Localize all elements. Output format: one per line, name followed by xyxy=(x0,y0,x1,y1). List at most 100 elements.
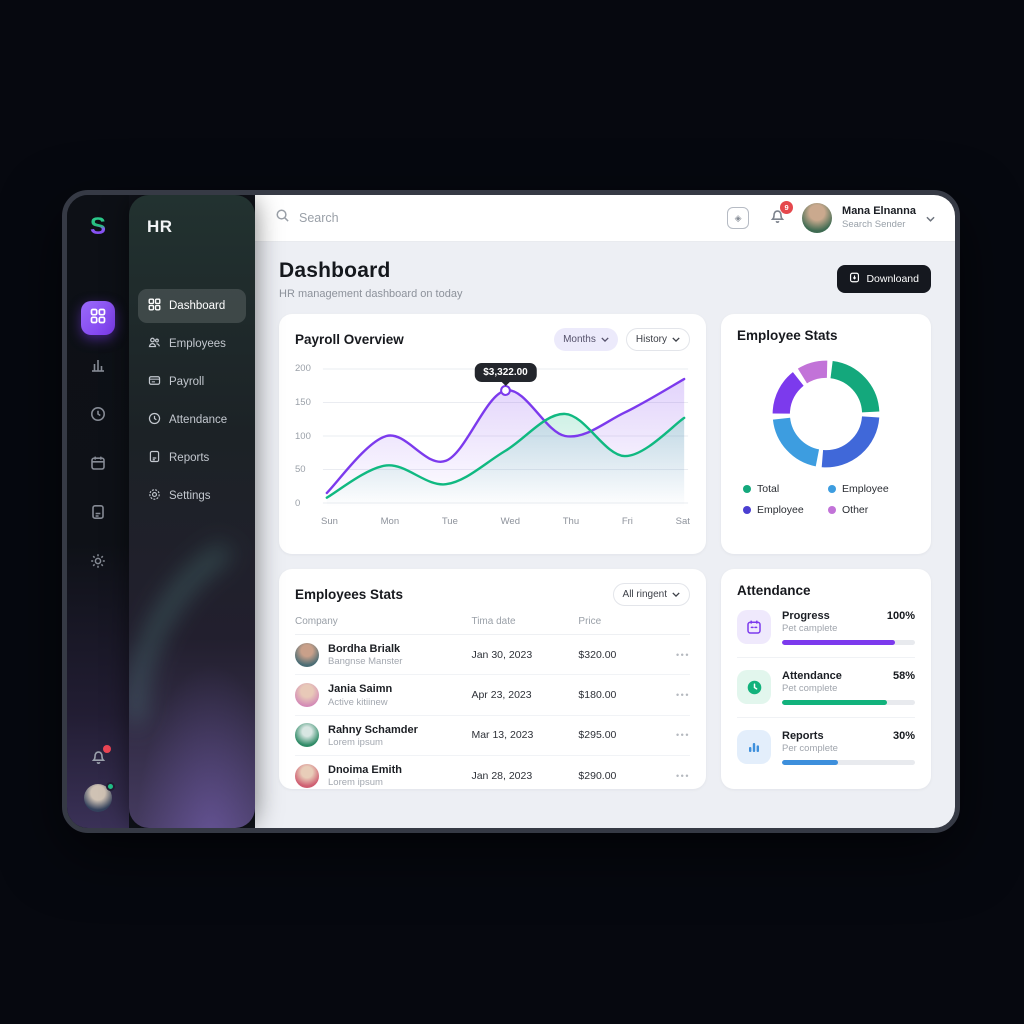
row-actions-button[interactable]: ••• xyxy=(664,730,690,740)
column-time-date: Tima date xyxy=(471,616,578,627)
row-date: Mar 13, 2023 xyxy=(471,729,578,741)
legend-item: Total xyxy=(743,483,824,495)
calendar-icon xyxy=(90,455,106,476)
file-icon xyxy=(148,450,161,466)
legend-dot xyxy=(743,485,751,493)
topbar: ◈ 9 Mana Elnanna Search Sender xyxy=(255,195,955,242)
column-price: Price xyxy=(578,616,664,627)
calendar-icon xyxy=(737,610,771,644)
row-price: $290.00 xyxy=(578,770,664,782)
sidebar-item-settings[interactable]: Settings xyxy=(138,479,246,513)
download-icon xyxy=(849,272,860,286)
app-window: S xyxy=(62,190,960,833)
download-label: Downloand xyxy=(866,273,919,285)
employee-role: Lorem ipsum xyxy=(328,737,418,748)
sidebar-item-label: Attendance xyxy=(169,414,227,426)
employee-name: Dnoima Emith xyxy=(328,763,402,777)
notifications-bell-icon[interactable]: 9 xyxy=(769,207,786,229)
sidebar-item-label: Payroll xyxy=(169,376,204,388)
user-avatar[interactable] xyxy=(802,203,832,233)
rail-notifications-bell-icon[interactable] xyxy=(90,748,107,770)
gear-icon xyxy=(148,488,161,504)
row-price: $320.00 xyxy=(578,649,664,661)
sidebar-item-reports[interactable]: Reports xyxy=(138,441,246,475)
payroll-chart: $3,322.00 200150100500 xyxy=(295,363,690,509)
history-dropdown-label: History xyxy=(636,334,667,345)
sidebar-item-label: Settings xyxy=(169,490,211,502)
months-dropdown[interactable]: Months xyxy=(554,328,618,351)
legend-item: Employee xyxy=(743,504,824,516)
column-company: Company xyxy=(295,616,471,627)
sidebar-item-dashboard[interactable]: Dashboard xyxy=(138,289,246,323)
legend-item: Employee xyxy=(828,483,909,495)
sidebar-item-attendance[interactable]: Attendance xyxy=(138,403,246,437)
rail-user-avatar[interactable] xyxy=(84,784,112,812)
user-subtitle: Search Sender xyxy=(842,219,916,231)
progress-bar xyxy=(782,640,915,645)
legend-label: Other xyxy=(842,504,868,516)
avatar xyxy=(295,764,319,788)
document-icon xyxy=(90,504,106,525)
employee-stats-card: Employee Stats Total Employee Employee O… xyxy=(721,314,931,554)
rail-item-time[interactable] xyxy=(81,399,115,433)
employee-role: Bangnse Manster xyxy=(328,656,402,667)
progress-label: Reports xyxy=(782,730,824,742)
rail-item-analytics[interactable] xyxy=(81,350,115,384)
clock-icon xyxy=(90,406,106,427)
progress-bar xyxy=(782,760,915,765)
gear-icon xyxy=(90,553,106,574)
employees-table-title: Employees Stats xyxy=(295,587,403,602)
people-icon xyxy=(148,336,161,352)
clock-icon xyxy=(148,412,161,428)
sidebar-title: HR xyxy=(129,195,255,237)
rail-item-documents[interactable] xyxy=(81,497,115,531)
search-input[interactable] xyxy=(299,211,519,225)
history-dropdown[interactable]: History xyxy=(626,328,690,351)
online-status-dot xyxy=(106,782,115,791)
row-actions-button[interactable]: ••• xyxy=(664,690,690,700)
sidebar-item-label: Employees xyxy=(169,338,226,350)
row-actions-button[interactable]: ••• xyxy=(664,771,690,781)
payroll-card-title: Payroll Overview xyxy=(295,332,404,347)
chevron-down-icon[interactable] xyxy=(926,209,935,227)
table-filter-dropdown[interactable]: All ringent xyxy=(613,583,690,606)
widget-icon[interactable]: ◈ xyxy=(727,207,749,229)
avatar xyxy=(295,643,319,667)
rail-item-dashboard[interactable] xyxy=(81,301,115,335)
sidebar-item-payroll[interactable]: Payroll xyxy=(138,365,246,399)
chevron-down-icon xyxy=(601,334,609,345)
progress-bar xyxy=(782,700,915,705)
table-header-row: Company Tima date Price xyxy=(295,606,690,635)
progress-sub: Per complete xyxy=(782,743,915,754)
row-date: Jan 28, 2023 xyxy=(471,770,578,782)
icon-rail: S xyxy=(67,195,129,828)
avatar xyxy=(295,723,319,747)
search-icon xyxy=(275,208,290,228)
table-row: Bordha Brialk Bangnse Manster Jan 30, 20… xyxy=(295,635,690,675)
progress-sub: Pet camplete xyxy=(782,623,915,634)
employee-stats-donut xyxy=(765,353,887,475)
download-button[interactable]: Downloand xyxy=(837,265,931,293)
legend-dot xyxy=(828,485,836,493)
user-name: Mana Elnanna xyxy=(842,205,916,219)
progress-label: Progress xyxy=(782,610,830,622)
rail-nav xyxy=(81,301,115,580)
user-info: Mana Elnanna Search Sender xyxy=(842,205,916,231)
legend-dot xyxy=(828,506,836,514)
notification-dot xyxy=(103,745,111,753)
employee-role: Lorem ipsum xyxy=(328,777,402,788)
sidebar-item-employees[interactable]: Employees xyxy=(138,327,246,361)
sidebar-nav: Dashboard Employees Payroll Attendance R… xyxy=(129,289,255,513)
legend-label: Total xyxy=(757,483,779,495)
row-price: $180.00 xyxy=(578,689,664,701)
rail-item-settings[interactable] xyxy=(81,546,115,580)
notification-badge: 9 xyxy=(780,201,793,214)
table-filter-label: All ringent xyxy=(623,589,667,600)
employee-stats-title: Employee Stats xyxy=(737,328,915,343)
row-actions-button[interactable]: ••• xyxy=(664,650,690,660)
brand-logo: S xyxy=(90,215,106,239)
rail-item-calendar[interactable] xyxy=(81,448,115,482)
main-area: ◈ 9 Mana Elnanna Search Sender Dashboard… xyxy=(255,195,955,828)
progress-sub: Pet complete xyxy=(782,683,915,694)
page-title: Dashboard xyxy=(279,259,462,283)
